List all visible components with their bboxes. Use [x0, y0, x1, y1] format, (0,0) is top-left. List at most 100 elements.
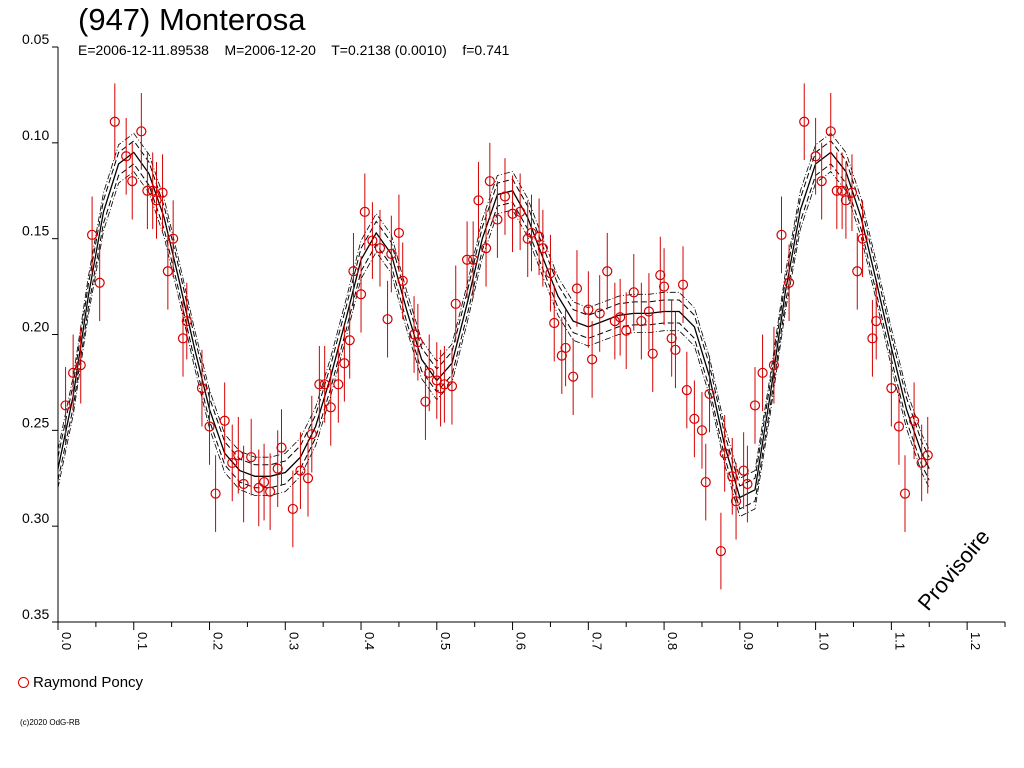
data-point	[499, 191, 511, 202]
data-point	[643, 306, 655, 317]
data-point	[253, 482, 264, 493]
data-point	[168, 233, 179, 244]
chart-title: (947) Monterosa	[78, 2, 306, 37]
legend-circle-icon	[18, 677, 29, 688]
legend-label: Raymond Poncy	[33, 674, 144, 691]
data-point	[871, 315, 882, 327]
data-point	[571, 283, 583, 294]
data-point	[727, 471, 738, 482]
data-point	[636, 315, 647, 327]
data-point	[412, 337, 423, 348]
y-tick-label: 0.35	[22, 606, 49, 622]
x-tick-label: 1.2	[968, 632, 983, 650]
y-tick-label: 0.20	[22, 319, 49, 335]
fit-envelope-lower	[57, 163, 930, 510]
axes: 0.05 0.10 0.15 0.20 0.25 0.30 0.35 0.0 0.1 0.2 0.3…	[22, 31, 1006, 650]
x-tick-label: 0.9	[741, 632, 756, 650]
data-point	[177, 333, 189, 344]
data-point	[681, 384, 692, 396]
data-point	[867, 333, 878, 344]
data-point	[893, 421, 905, 432]
data-point	[181, 315, 192, 327]
data-point	[768, 360, 780, 371]
data-point	[602, 266, 613, 277]
data-point	[295, 465, 306, 476]
data-point	[68, 367, 79, 378]
data-point	[446, 381, 458, 392]
data-point	[742, 478, 753, 490]
x-tick-label: 1.1	[892, 632, 907, 650]
data-point	[75, 360, 86, 371]
data-point	[287, 503, 298, 515]
data-point	[666, 333, 677, 344]
y-tick-label: 0.05	[22, 31, 49, 47]
data-point	[397, 275, 408, 286]
data-point	[568, 371, 579, 382]
data-point	[615, 312, 626, 323]
data-point	[196, 383, 208, 394]
data-point	[916, 457, 927, 469]
data-point	[658, 281, 670, 292]
data-point	[533, 231, 545, 242]
data-point	[227, 457, 238, 469]
x-tick-label: 1.0	[817, 632, 832, 650]
ephemeris-params: E=2006-12-11.89538 M=2006-12-20 T=0.2138…	[78, 42, 510, 58]
data-point	[246, 452, 257, 463]
data-point	[272, 463, 283, 474]
watermark-text: Provisoire	[913, 524, 995, 615]
data-point	[799, 116, 810, 127]
data-point	[258, 476, 270, 488]
data-point	[587, 354, 598, 365]
data-point	[783, 277, 795, 288]
data-point	[899, 488, 911, 499]
data-point	[621, 325, 632, 336]
data-point	[265, 486, 276, 497]
y-tick-label: 0.10	[22, 127, 49, 143]
x-tick-label: 0.3	[286, 632, 301, 650]
data-point	[151, 195, 162, 206]
x-tick-label: 0.7	[589, 632, 604, 650]
data-point	[886, 383, 897, 394]
data-point	[719, 448, 730, 459]
data-point	[314, 379, 325, 390]
data-point	[689, 413, 700, 424]
x-tick-label: 0.5	[438, 632, 453, 650]
data-point	[109, 116, 120, 127]
data-point	[355, 289, 367, 300]
data-point	[325, 402, 336, 413]
data-point	[825, 126, 836, 137]
data-point	[922, 450, 933, 461]
y-tick-label: 0.25	[22, 414, 49, 430]
data-point	[435, 383, 446, 394]
data-point	[94, 277, 105, 288]
data-point	[609, 315, 620, 327]
data-point	[339, 358, 350, 369]
data-point	[628, 287, 639, 298]
data-point	[219, 415, 230, 426]
y-tick-label: 0.15	[22, 223, 49, 239]
legend: Raymond Poncy	[18, 674, 143, 691]
data-point	[480, 243, 492, 254]
copyright-notice: (c)2020 OdG-RB	[20, 718, 81, 727]
data-point	[424, 367, 435, 378]
data-point	[147, 185, 158, 196]
x-tick-label: 0.8	[665, 632, 680, 650]
fit-envelope-outer-upper	[57, 132, 930, 479]
data-point	[468, 254, 479, 265]
data-point	[840, 195, 852, 206]
x-tick-label: 0.1	[135, 632, 150, 650]
data-point	[852, 266, 863, 277]
data-point	[700, 476, 711, 488]
data-point	[359, 206, 370, 217]
data-point	[238, 478, 249, 490]
data-point	[757, 367, 768, 378]
data-point	[306, 429, 317, 440]
data-point	[127, 176, 138, 187]
data-point	[382, 314, 393, 325]
x-tick-label: 0.4	[362, 632, 377, 650]
data-point	[348, 266, 359, 277]
data-point	[810, 151, 821, 162]
data-point	[393, 227, 405, 239]
data-point	[121, 151, 132, 162]
